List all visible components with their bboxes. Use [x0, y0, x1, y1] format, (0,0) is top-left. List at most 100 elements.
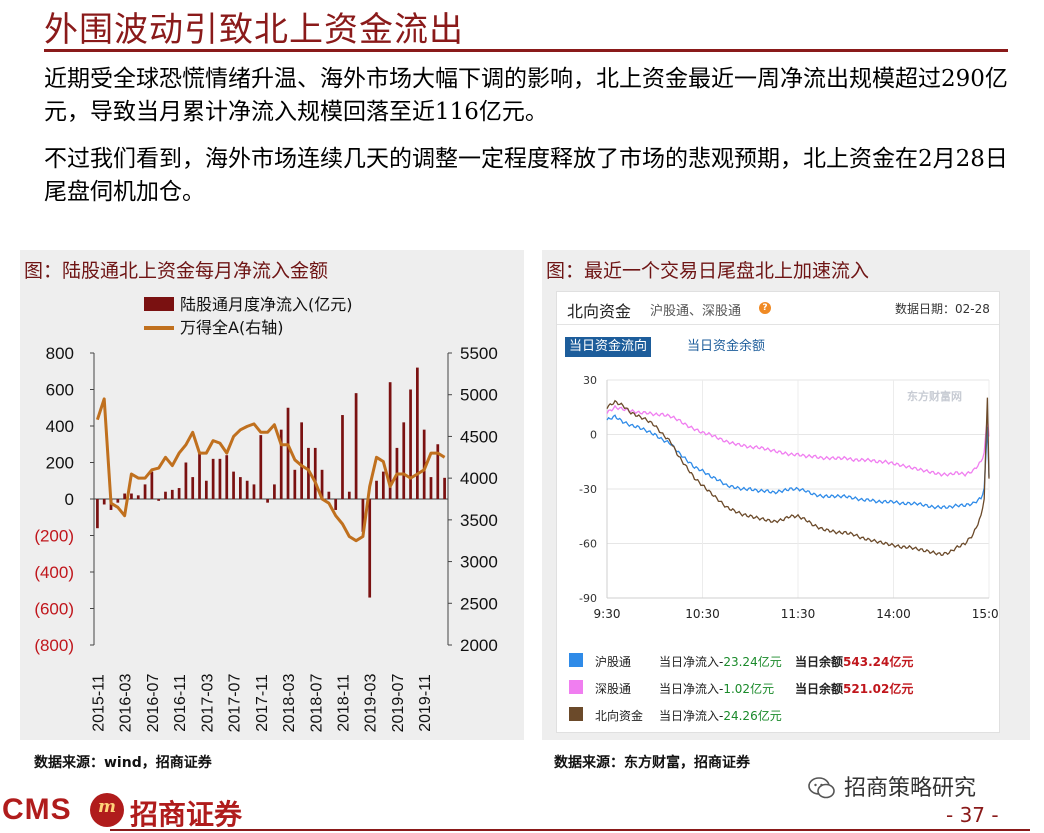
bar [422, 429, 426, 499]
bar [273, 484, 276, 499]
x-tick-label: 2016-03 [118, 674, 135, 733]
legend-row-north: 北向资金 当日净流入-24.26亿元 [557, 702, 999, 728]
left-chart: 8006004002000(200)(400)(600)(800)5500500… [34, 295, 498, 733]
y2-tick-label: 3000 [460, 553, 498, 572]
y2-tick-label: 4000 [460, 469, 498, 488]
legend-nf-value-sz: 1.02亿元 [723, 682, 775, 696]
y-tick-label: -60 [579, 538, 597, 551]
bar [388, 382, 392, 499]
legend-name-sh: 沪股通 [595, 655, 632, 669]
bar [429, 477, 433, 499]
bar [320, 469, 324, 499]
y2-tick-label: 5500 [460, 344, 498, 363]
bar [259, 435, 263, 499]
title-rule [44, 49, 1008, 52]
bar [368, 499, 372, 598]
y-tick-label: (400) [34, 563, 74, 582]
y-tick-label: 200 [46, 454, 74, 473]
bottom-rule [110, 829, 1030, 831]
app-header: 北向资金 沪股通、深股通 ? 数据日期：02-28 [557, 292, 999, 325]
cms-logo-text: CMS [2, 793, 72, 826]
bar [300, 422, 303, 499]
left-chart-panel: 图：陆股通北上资金每月净流入金额 [20, 250, 524, 740]
x-tick-label: 2019-03 [363, 674, 380, 733]
y-tick-label: 800 [46, 344, 74, 363]
legend-bal-value-sz: 521.02亿元 [843, 682, 914, 696]
page-number: - 37 - [946, 803, 999, 827]
bar [443, 477, 446, 499]
legend-bar-label: 陆股通月度净流入(亿元) [180, 295, 353, 314]
bar [184, 462, 188, 499]
bar [164, 491, 167, 499]
y2-tick-label: 4500 [460, 427, 498, 446]
bar [239, 477, 242, 499]
bar [218, 458, 222, 499]
y2-tick-label: 3500 [460, 511, 498, 530]
y-tick-label: (200) [34, 527, 74, 546]
x-tick-label: 2016-11 [172, 674, 189, 732]
legend-bal-label-sh: 当日余额 [795, 655, 844, 669]
bar [96, 499, 99, 529]
bar [416, 367, 419, 499]
legend-bar-swatch [144, 297, 174, 311]
y-tick-label: (800) [34, 636, 74, 655]
tab-flow[interactable]: 当日资金流向 [565, 337, 652, 357]
help-icon[interactable]: ? [759, 302, 771, 314]
series-line [606, 397, 990, 556]
bar [361, 499, 365, 532]
bar [204, 480, 208, 499]
tab-balance[interactable]: 当日资金余额 [687, 339, 766, 354]
paragraph-2: 不过我们看到，海外市场连续几天的调整一定程度释放了市场的悲观预期，北上资金在2月… [44, 146, 1008, 205]
app-name: 北向资金 [567, 302, 632, 321]
cms-badge-icon: m [90, 793, 124, 827]
bar [307, 447, 310, 499]
legend-row-sh: 沪股通 当日净流入-23.24亿元 当日余额543.24亿元 [557, 648, 999, 674]
app-screenshot: 北向资金 沪股通、深股通 ? 数据日期：02-28 当日资金流向 当日资金余额 … [556, 291, 1000, 733]
bar [381, 471, 385, 499]
x-tick-label: 2019-07 [390, 674, 407, 733]
left-chart-source: 数据来源：wind，招商证券 [34, 755, 212, 771]
legend-name-north: 北向资金 [595, 709, 644, 723]
bar [177, 488, 181, 499]
bar [245, 480, 249, 499]
x-tick-label: 9:30 [594, 607, 621, 621]
bar [286, 407, 290, 499]
intraday-chart: 东方财富网 30 0 -30 -60 -90 9:30 10:30 11:30 14:00 15:0… [579, 374, 999, 621]
series-line [606, 404, 990, 477]
bar [232, 471, 235, 499]
y-tick-label: 0 [65, 490, 74, 509]
x-tick-label: 2018-03 [281, 674, 298, 733]
bar [279, 429, 283, 499]
x-tick-label: 15:00 [972, 607, 999, 621]
bar [266, 499, 269, 503]
bar [252, 484, 256, 499]
x-tick-label: 2017-11 [254, 674, 271, 732]
app-subtitle: 沪股通、深股通 [650, 304, 742, 319]
legend-swatch-sz [569, 680, 583, 694]
bar [123, 493, 126, 499]
x-tick-label: 2016-07 [145, 674, 162, 733]
legend-name-sz: 深股通 [595, 682, 632, 696]
y-tick-label: 30 [583, 374, 597, 387]
bar [313, 447, 317, 499]
legend-nf-label-north: 当日净流入- [659, 709, 724, 723]
y2-tick-label: 2500 [460, 594, 498, 613]
bar [130, 493, 133, 499]
bar [402, 422, 406, 499]
app-date: 数据日期：02-28 [895, 302, 990, 316]
x-tick-label: 2017-03 [199, 674, 216, 733]
bar [191, 477, 195, 499]
bar [409, 389, 412, 499]
legend-nf-value-north: 24.26亿元 [723, 709, 782, 723]
bar [347, 491, 351, 499]
y-tick-label: -30 [579, 483, 597, 496]
paragraph-1: 近期受全球恐慌情绪升温、海外市场大幅下调的影响，北上资金最近一周净流出规模超过2… [44, 66, 1008, 125]
bar [143, 484, 147, 499]
series-line [606, 414, 990, 510]
bar [150, 471, 154, 499]
bar [157, 499, 161, 501]
x-tick-label: 2015-11 [90, 674, 107, 732]
watermark: 东方财富网 [907, 389, 962, 403]
y-tick-label: 0 [590, 429, 597, 442]
bar [170, 489, 174, 499]
